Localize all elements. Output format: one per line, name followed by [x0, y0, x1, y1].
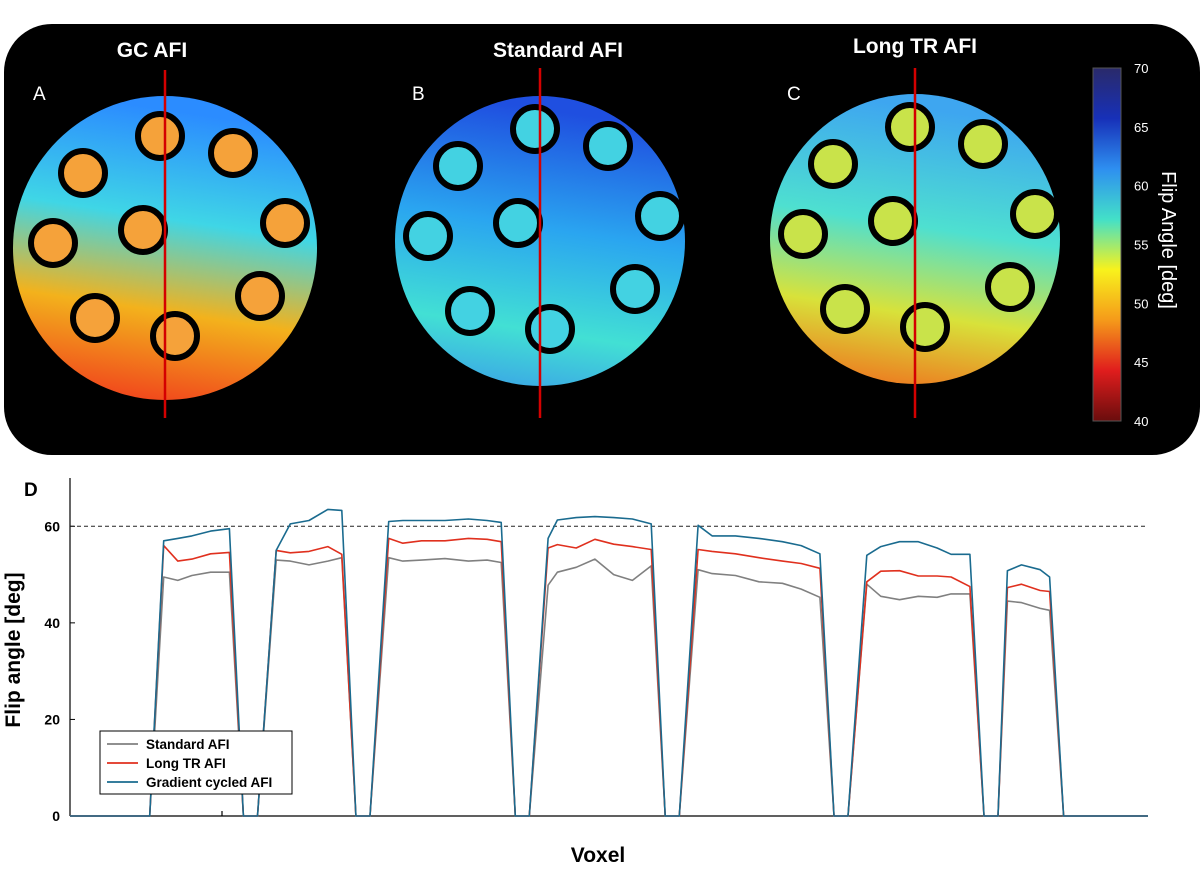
y-tick-label: 20	[44, 711, 60, 727]
series-lines	[70, 508, 1148, 817]
vial	[150, 311, 200, 361]
vial	[525, 304, 575, 354]
colorbar-tick-label: 55	[1134, 238, 1148, 253]
vial-group	[778, 102, 1060, 352]
colorbar: 40 45 50 55 60 65 70 Flip Angle [deg]	[1092, 61, 1179, 429]
panel-title: GC AFI	[117, 39, 187, 62]
panel-title: Standard AFI	[493, 39, 623, 62]
vial	[118, 205, 168, 255]
legend: Standard AFI Long TR AFI Gradient cycled A…	[99, 730, 293, 795]
panel-title: Long TR AFI	[853, 35, 977, 58]
vial	[778, 209, 828, 259]
x-axis-label: Voxel	[571, 844, 625, 867]
legend-label: Gradient cycled AFI	[146, 775, 272, 790]
vial	[985, 262, 1035, 312]
line-chart: D 0 20 40 60 Voxel Flip angle [deg] Standar…	[2, 478, 1148, 867]
vial	[403, 211, 453, 261]
map-panel-a: A GC AFI	[13, 39, 317, 418]
vial-group	[403, 104, 685, 354]
vial	[583, 121, 633, 171]
vial	[820, 284, 870, 334]
y-tick-label: 0	[52, 808, 60, 824]
vial	[868, 196, 918, 246]
map-panel-b: B Standard AFI	[395, 39, 685, 418]
colorbar-tick-label: 50	[1134, 296, 1148, 311]
vial	[135, 111, 185, 161]
vial-group	[28, 111, 310, 361]
panel-letter: B	[412, 84, 425, 105]
panel-letter: C	[787, 84, 801, 105]
series-line-standard-afi	[70, 556, 1148, 817]
colorbar-tick-label: 45	[1134, 355, 1148, 370]
panel-letter: A	[33, 84, 46, 105]
colorbar-tick-label: 40	[1134, 414, 1148, 429]
colorbar-tick-label: 60	[1134, 179, 1148, 194]
colorbar-ticks: 40 45 50 55 60 65 70	[1134, 61, 1148, 429]
colorbar-scale	[1092, 67, 1122, 422]
y-tick-label: 40	[44, 615, 60, 631]
vial	[260, 198, 310, 248]
vial	[433, 141, 483, 191]
panel-letter-d: D	[24, 480, 38, 501]
flip-angle-maps: A GC AFI B Standard AFI C Long TR AFI 40…	[4, 24, 1200, 455]
y-axis-label: Flip angle [deg]	[2, 572, 25, 727]
vial	[208, 128, 258, 178]
colorbar-tick-label: 65	[1134, 120, 1148, 135]
y-tick-label: 60	[44, 518, 60, 534]
colorbar-label: Flip Angle [deg]	[1157, 171, 1179, 309]
vial	[958, 119, 1008, 169]
legend-label: Standard AFI	[146, 737, 230, 752]
vial	[900, 302, 950, 352]
vial	[1010, 189, 1060, 239]
colorbar-tick-label: 70	[1134, 61, 1148, 76]
vial	[510, 104, 560, 154]
vial	[885, 102, 935, 152]
map-panel-c: C Long TR AFI	[770, 35, 1060, 418]
vial	[445, 286, 495, 336]
vial	[28, 218, 78, 268]
vial	[235, 271, 285, 321]
vial	[635, 191, 685, 241]
vial	[610, 264, 660, 314]
vial	[808, 139, 858, 189]
vial	[70, 293, 120, 343]
series-line-long-tr-afi	[70, 537, 1148, 817]
vial	[58, 148, 108, 198]
legend-label: Long TR AFI	[146, 756, 226, 771]
vial	[493, 198, 543, 248]
series-line-gradient-cycled-afi	[70, 508, 1148, 817]
